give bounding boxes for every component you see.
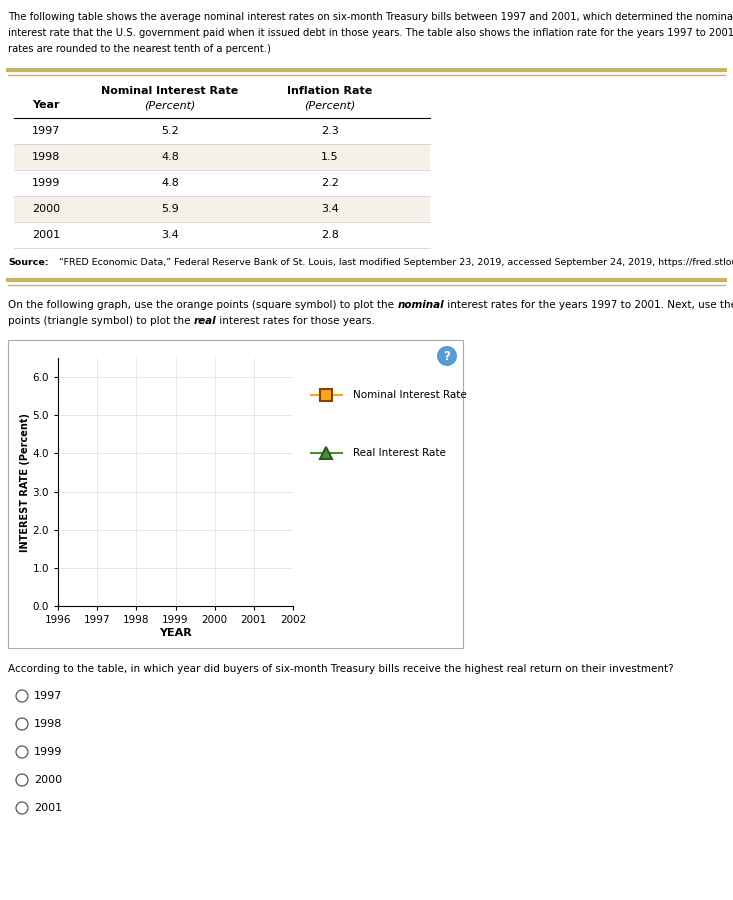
Text: Source:: Source:	[8, 258, 48, 267]
Text: interest rate that the U.S. government paid when it issued debt in those years. : interest rate that the U.S. government p…	[8, 28, 733, 38]
Text: real: real	[194, 316, 216, 326]
Bar	[8, 340, 463, 648]
Text: 4.8: 4.8	[161, 178, 179, 188]
Text: Year: Year	[32, 100, 59, 110]
Text: 4.8: 4.8	[161, 152, 179, 162]
Text: 2000: 2000	[34, 775, 62, 785]
Circle shape	[437, 346, 457, 366]
Text: 1997: 1997	[34, 691, 62, 701]
Text: 5.2: 5.2	[161, 126, 179, 136]
Text: nominal: nominal	[397, 300, 444, 310]
Text: 2.8: 2.8	[321, 230, 339, 240]
Text: 3.4: 3.4	[321, 204, 339, 214]
Text: ?: ?	[443, 349, 451, 363]
Y-axis label: INTEREST RATE (Percent): INTEREST RATE (Percent)	[20, 412, 30, 552]
Text: “FRED Economic Data,” Federal Reserve Bank of St. Louis, last modified September: “FRED Economic Data,” Federal Reserve Ba…	[56, 258, 733, 267]
Text: 1.5: 1.5	[321, 152, 339, 162]
Text: 1998: 1998	[32, 152, 60, 162]
Text: The following table shows the average nominal interest rates on six-month Treasu: The following table shows the average no…	[8, 12, 733, 22]
Text: 2001: 2001	[34, 803, 62, 813]
Text: 5.9: 5.9	[161, 204, 179, 214]
Text: Nominal Interest Rate: Nominal Interest Rate	[101, 86, 239, 96]
Text: Real Interest Rate: Real Interest Rate	[353, 448, 446, 458]
Text: 2.3: 2.3	[321, 126, 339, 136]
Text: (Percent): (Percent)	[304, 100, 356, 110]
Text: On the following graph, use the orange points (square symbol) to plot the: On the following graph, use the orange p…	[8, 300, 397, 310]
Text: 1999: 1999	[32, 178, 60, 188]
Text: (Percent): (Percent)	[144, 100, 196, 110]
Bar	[14, 196, 430, 222]
Text: 2001: 2001	[32, 230, 60, 240]
Bar	[14, 144, 430, 170]
Text: Inflation Rate: Inflation Rate	[287, 86, 372, 96]
Text: interest rates for those years.: interest rates for those years.	[216, 316, 375, 326]
Text: interest rates for the years 1997 to 2001. Next, use the green: interest rates for the years 1997 to 200…	[444, 300, 733, 310]
Text: rates are rounded to the nearest tenth of a percent.): rates are rounded to the nearest tenth o…	[8, 44, 271, 54]
X-axis label: YEAR: YEAR	[159, 628, 192, 638]
Text: points (triangle symbol) to plot the: points (triangle symbol) to plot the	[8, 316, 194, 326]
Text: 2000: 2000	[32, 204, 60, 214]
Text: 2.2: 2.2	[321, 178, 339, 188]
Text: Nominal Interest Rate: Nominal Interest Rate	[353, 390, 466, 400]
Text: 3.4: 3.4	[161, 230, 179, 240]
Text: According to the table, in which year did buyers of six-month Treasury bills rec: According to the table, in which year di…	[8, 664, 674, 674]
Text: 1998: 1998	[34, 719, 62, 729]
Text: 1997: 1997	[32, 126, 60, 136]
Text: 1999: 1999	[34, 747, 62, 757]
